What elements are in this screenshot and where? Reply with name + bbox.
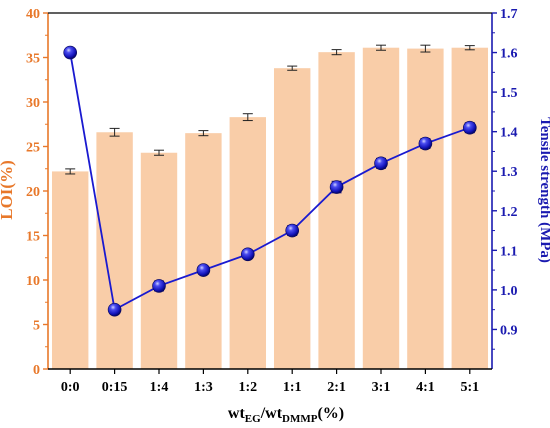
y-left-tick-label: 5 [33,319,40,334]
y-left-tick-label: 40 [26,7,40,22]
ticks-layer: 0 5 10 15 20 25 30 35 40 0.9 1.0 1.1 1.2 1.3 1.4 1.5 1.6… [26,7,518,395]
y-left-tick-label: 15 [26,230,40,245]
y-right-tick-label: 1.0 [500,284,518,299]
y-left-tick-label: 10 [26,274,40,289]
bar [140,152,178,369]
y-right-tick-label: 1.1 [500,244,518,259]
tensile-point [418,136,433,151]
x-tick-label: 1:1 [283,380,302,395]
y-right-tick-label: 0.9 [500,323,518,338]
bar [185,133,222,369]
y-left-tick-label: 25 [26,141,40,156]
tensile-point [152,279,166,293]
tensile-point [329,180,344,194]
x-tick-label: 1:3 [194,380,213,395]
x-tick-label: 0:0 [61,380,80,395]
tensile-point [374,156,388,171]
bar-errors-layer [65,44,475,175]
x-tick-label: 2:1 [327,380,346,395]
y-right-tick-label: 1.5 [500,86,518,101]
y-left-tick-label: 35 [26,52,40,67]
y-left-tick-label: 0 [33,363,40,378]
y-left-tick-label: 20 [26,185,40,200]
y-axis-left-title: LOI(%) [0,160,16,220]
x-axis-title-sub2: DMMP [282,413,318,425]
titles-layer: LOI(%) Tensile strength (MPa) wtEG/wtDMM… [0,117,550,425]
bar [451,47,489,370]
x-tick-label: 3:1 [372,380,391,395]
x-axis-title: wtEG/wtDMMP(%) [228,405,344,425]
y-axis-right-title: Tensile strength (MPa) [537,117,550,263]
y-right-tick-label: 1.2 [500,205,518,220]
y-right-tick-label: 1.6 [500,47,518,62]
x-tick-label: 1:2 [238,380,257,395]
bar [407,48,444,369]
tensile-point [196,263,211,277]
y-right-tick-label: 1.3 [500,165,518,180]
tensile-point [107,302,122,317]
tensile-point [285,223,300,238]
y-right-tick-label: 1.7 [500,7,518,22]
bar [51,171,89,369]
bar [229,117,267,369]
tensile-point [63,45,77,60]
bar [362,47,400,370]
bar [96,132,133,369]
x-tick-label: 1:4 [150,380,169,395]
bars-layer [51,47,489,370]
tensile-point [462,120,477,135]
x-tick-label: 0:15 [102,380,128,395]
x-axis-title-sep: /wt [260,405,283,422]
tensile-line [69,52,471,312]
x-tick-label: 5:1 [460,380,479,395]
x-tick-label: 4:1 [416,380,435,395]
x-axis-title-base: wt [228,405,246,422]
tensile-point [241,247,255,262]
x-axis-title-suffix: (%) [317,405,344,422]
bar [318,52,355,369]
y-right-tick-label: 1.4 [500,126,518,141]
line-layer [63,45,477,317]
y-left-tick-label: 30 [26,96,40,111]
x-axis-title-sub1: EG [245,413,261,425]
